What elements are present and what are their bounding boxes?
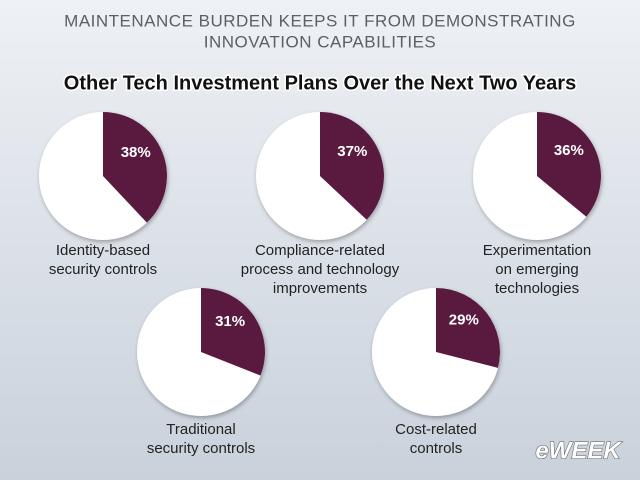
- pie-title: Identity-based: [56, 242, 150, 259]
- pie-title: Compliance-related: [255, 242, 385, 259]
- value-label: 31%: [215, 313, 245, 330]
- pie-slice: [103, 112, 167, 223]
- pie-slice: [201, 288, 265, 376]
- value-label: 29%: [449, 311, 479, 328]
- pie-title: Traditional: [166, 421, 235, 438]
- value-label: 36%: [554, 142, 584, 159]
- kicker: INNOVATION CAPABILITIES: [204, 32, 437, 51]
- pie-title: process and technology: [241, 261, 400, 278]
- pie-slice: [436, 288, 500, 368]
- value-label: 38%: [121, 144, 151, 161]
- value-label: 37%: [337, 143, 367, 160]
- pie-title: Experimentation: [483, 242, 591, 259]
- kicker: MAINTENANCE BURDEN KEEPS IT FROM DEMONST…: [64, 11, 576, 30]
- pie-slice: [537, 112, 602, 217]
- pie-title: technologies: [495, 280, 579, 297]
- chart-title: Other Tech Investment Plans Over the Nex…: [64, 72, 576, 94]
- pie-slice: [320, 112, 384, 220]
- pie-title: security controls: [49, 261, 157, 278]
- brand-logo: eWEEK: [535, 437, 622, 464]
- pie-title: Cost-related: [395, 421, 477, 438]
- pie-title: improvements: [273, 280, 367, 297]
- pie-title: security controls: [147, 440, 255, 457]
- pie-title: on emerging: [495, 261, 578, 278]
- pie-title: controls: [410, 440, 463, 457]
